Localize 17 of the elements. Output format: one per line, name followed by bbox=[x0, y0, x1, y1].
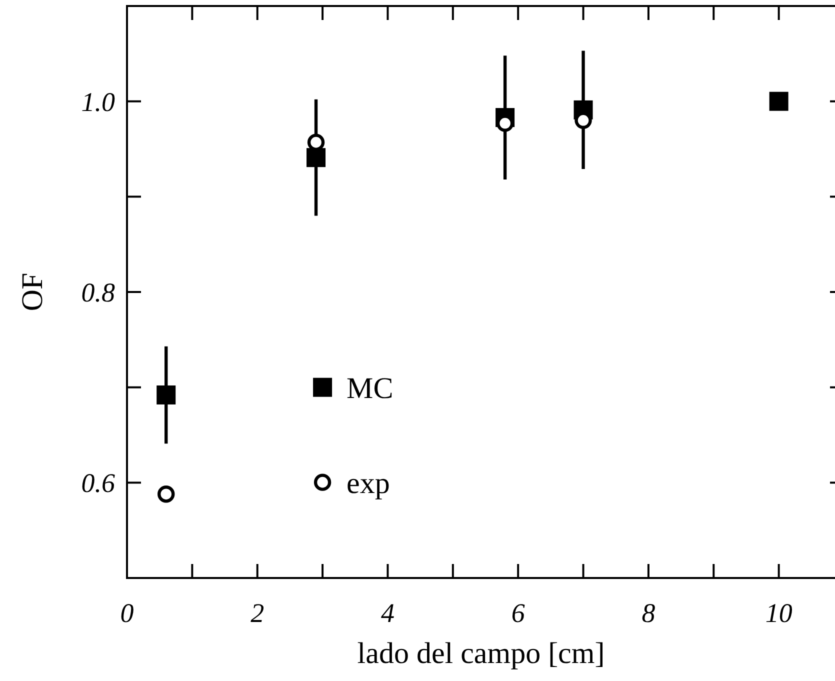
x-tick-label: 6 bbox=[511, 598, 526, 628]
y-tick-label: 1.0 bbox=[81, 86, 116, 117]
x-tick-label: 8 bbox=[642, 598, 656, 628]
x-tick-label: 2 bbox=[250, 598, 264, 628]
point bbox=[306, 148, 326, 168]
legend-label: MC bbox=[346, 372, 394, 405]
x-axis-title: lado del campo [cm] bbox=[357, 637, 605, 670]
y-tick-label: 0.6 bbox=[81, 468, 116, 498]
point bbox=[769, 92, 788, 111]
point bbox=[156, 385, 176, 404]
y-tick-label: 0.8 bbox=[81, 277, 116, 308]
x-tick-label: 10 bbox=[765, 598, 793, 628]
x-tick-label: 0 bbox=[120, 598, 134, 628]
point bbox=[158, 486, 175, 503]
x-tick-label: 4 bbox=[380, 598, 394, 628]
y-axis-title: OF bbox=[16, 272, 49, 312]
legend-label: exp bbox=[346, 466, 390, 500]
